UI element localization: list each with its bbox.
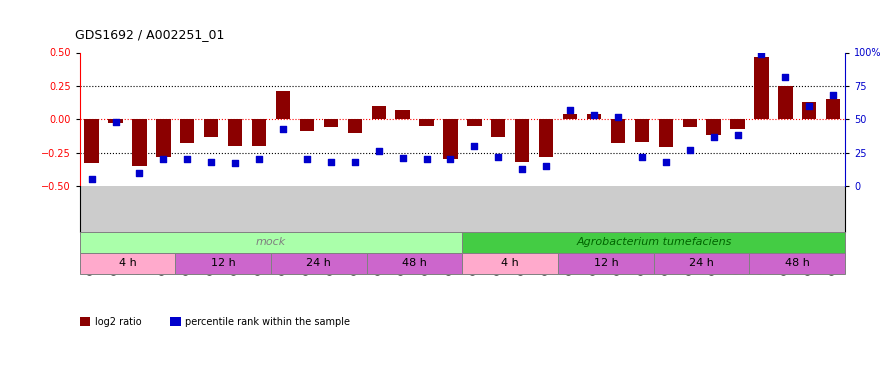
Point bbox=[491, 154, 505, 160]
Bar bbox=[730, 119, 744, 129]
Point bbox=[682, 147, 696, 153]
Text: 48 h: 48 h bbox=[785, 258, 810, 268]
Bar bbox=[108, 119, 123, 123]
Bar bbox=[419, 119, 434, 126]
Point bbox=[348, 159, 362, 165]
Point bbox=[419, 156, 434, 162]
Text: 4 h: 4 h bbox=[119, 258, 136, 268]
Point bbox=[324, 159, 338, 165]
Text: 4 h: 4 h bbox=[502, 258, 519, 268]
Point bbox=[228, 160, 242, 166]
Bar bbox=[175, 253, 271, 274]
Text: percentile rank within the sample: percentile rank within the sample bbox=[185, 317, 350, 327]
Point bbox=[587, 112, 601, 118]
Bar bbox=[324, 119, 338, 127]
Text: 24 h: 24 h bbox=[689, 258, 714, 268]
Text: GDS1692 / A002251_01: GDS1692 / A002251_01 bbox=[75, 28, 225, 41]
Bar bbox=[348, 119, 362, 133]
Point bbox=[563, 107, 577, 113]
Point bbox=[109, 119, 123, 125]
Bar bbox=[658, 119, 673, 147]
Bar bbox=[276, 91, 290, 119]
Bar bbox=[750, 253, 845, 274]
Bar bbox=[271, 253, 366, 274]
Bar bbox=[826, 99, 841, 119]
Bar bbox=[539, 119, 553, 157]
Point bbox=[658, 159, 673, 165]
Point bbox=[443, 156, 458, 162]
Point bbox=[754, 51, 768, 57]
Bar bbox=[80, 232, 462, 253]
Bar bbox=[635, 119, 649, 142]
Point bbox=[515, 166, 529, 172]
Point bbox=[85, 176, 99, 182]
Bar bbox=[587, 114, 601, 119]
Text: 12 h: 12 h bbox=[211, 258, 235, 268]
Bar bbox=[802, 102, 817, 119]
Point bbox=[706, 134, 720, 140]
Point bbox=[133, 170, 147, 176]
Point bbox=[539, 163, 553, 169]
Bar bbox=[156, 119, 171, 157]
Text: 12 h: 12 h bbox=[594, 258, 619, 268]
Bar bbox=[491, 119, 505, 136]
Point bbox=[300, 156, 314, 162]
Bar bbox=[654, 253, 750, 274]
Bar bbox=[181, 119, 195, 143]
Bar bbox=[611, 119, 625, 143]
Point bbox=[467, 143, 481, 149]
Bar bbox=[300, 119, 314, 131]
Point bbox=[181, 156, 195, 162]
Bar bbox=[132, 119, 147, 166]
Bar bbox=[706, 119, 720, 135]
Bar bbox=[462, 232, 845, 253]
Bar bbox=[558, 253, 654, 274]
Point bbox=[157, 156, 171, 162]
Text: 48 h: 48 h bbox=[402, 258, 427, 268]
Point bbox=[826, 92, 840, 98]
Text: log2 ratio: log2 ratio bbox=[95, 317, 142, 327]
Bar bbox=[80, 253, 175, 274]
Bar bbox=[682, 119, 696, 127]
Bar bbox=[204, 119, 219, 136]
Bar bbox=[778, 86, 793, 119]
Bar bbox=[467, 119, 481, 126]
Point bbox=[396, 155, 410, 161]
Bar bbox=[228, 119, 242, 146]
Text: mock: mock bbox=[256, 237, 286, 247]
Bar bbox=[84, 119, 99, 164]
Bar bbox=[462, 253, 558, 274]
Bar bbox=[443, 119, 458, 159]
Bar bbox=[563, 114, 577, 119]
Point bbox=[635, 154, 649, 160]
Point bbox=[276, 126, 290, 132]
Point bbox=[611, 114, 625, 120]
Point bbox=[778, 74, 792, 80]
Bar bbox=[754, 57, 768, 119]
Bar bbox=[252, 119, 266, 146]
Point bbox=[730, 132, 744, 138]
Bar bbox=[515, 119, 529, 162]
Bar bbox=[396, 110, 410, 119]
Point bbox=[204, 159, 219, 165]
Text: Agrobacterium tumefaciens: Agrobacterium tumefaciens bbox=[576, 237, 732, 247]
Text: 24 h: 24 h bbox=[306, 258, 331, 268]
Bar bbox=[372, 106, 386, 119]
Point bbox=[252, 156, 266, 162]
Point bbox=[802, 103, 816, 109]
Point bbox=[372, 148, 386, 154]
Bar bbox=[366, 253, 463, 274]
